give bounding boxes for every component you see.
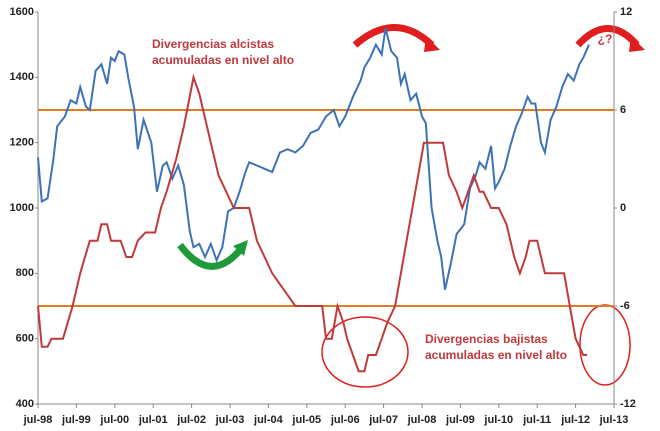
x-tick-label: jul-10 [483, 414, 513, 426]
y-tick-label: 1600 [10, 6, 34, 18]
x-tick-label: jul-11 [522, 414, 551, 426]
x-tick-label: jul-09 [445, 414, 475, 426]
annotation: acumuladas en nivel alto [425, 348, 567, 362]
arrow-head [233, 240, 248, 256]
y-tick-label: 400 [16, 398, 34, 410]
decorations [177, 24, 645, 388]
annotation: acumuladas en nivel alto [152, 53, 294, 67]
x-tick-label: jul-13 [599, 414, 629, 426]
x-tick-label: jul-06 [330, 414, 360, 426]
y2-tick-label: 12 [620, 6, 632, 18]
x-tick-label: jul-03 [215, 414, 245, 426]
y-tick-label: 600 [16, 333, 34, 345]
highlight-ellipse [321, 316, 409, 388]
series-line [37, 28, 590, 290]
x-tick-label: jul-04 [253, 414, 284, 426]
y-tick-label: 1000 [10, 202, 34, 214]
x-tick-label: jul-00 [99, 414, 129, 426]
y2-tick-label: -6 [620, 300, 630, 312]
annotation: Divergencias bajistas [425, 332, 548, 346]
x-tick-label: jul-05 [291, 414, 321, 426]
y2-tick-label: 6 [620, 104, 626, 116]
x-tick-label: jul-98 [23, 414, 53, 426]
x-tick-label: jul-99 [61, 414, 91, 426]
x-tick-label: jul-12 [560, 414, 590, 426]
x-tick-label: jul-08 [407, 414, 437, 426]
arrow-head [629, 36, 645, 52]
y2-tick-label: -12 [620, 398, 636, 410]
annotation: ¿? [598, 32, 613, 46]
y2-tick-label: 0 [620, 202, 626, 214]
y-tick-label: 800 [16, 267, 34, 279]
arrow [352, 24, 435, 48]
x-tick-label: jul-02 [176, 414, 206, 426]
y-tick-label: 1400 [10, 71, 34, 83]
y-tick-label: 1200 [10, 137, 34, 149]
annotation: Divergencias alcistas [152, 37, 274, 51]
x-tick-label: jul-07 [368, 414, 398, 426]
series-line [37, 73, 588, 373]
x-tick-label: jul-01 [138, 414, 168, 426]
arrow-head [424, 36, 440, 52]
arrow [177, 242, 243, 270]
highlight-ellipse [579, 304, 631, 386]
